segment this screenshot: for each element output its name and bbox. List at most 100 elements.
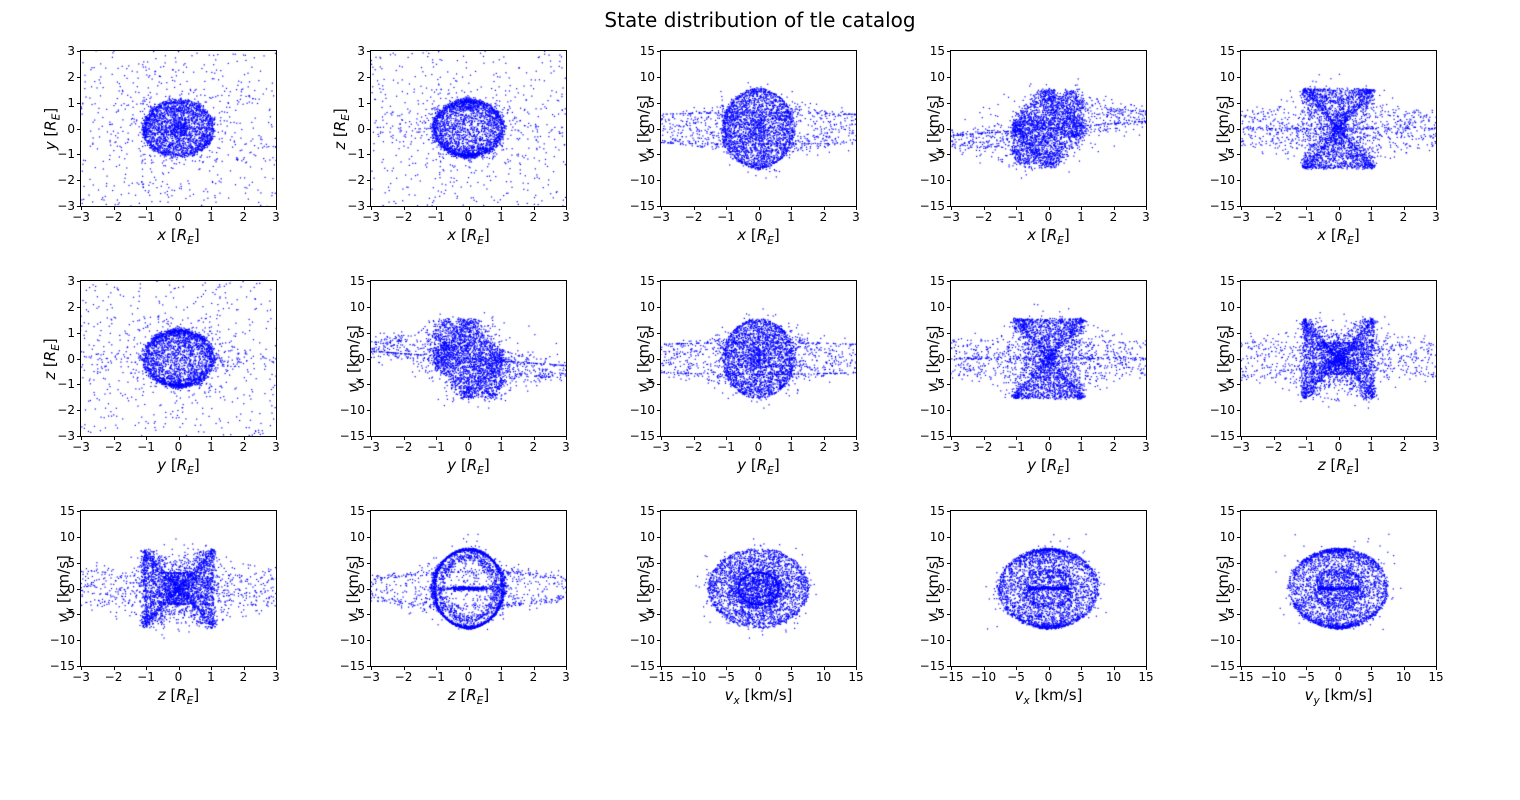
xtick-label: 0 [175,206,183,224]
ytick-label: −3 [57,199,81,213]
xtick-label: −2 [1265,206,1283,224]
subplot-y-vz: −3−2−10123−15−10−5051015y [RE]vz [km/s] [950,280,1147,437]
ytick-label: −2 [57,403,81,417]
xtick-label: −2 [975,436,993,454]
xtick-label: 2 [820,206,828,224]
xtick-label: −1 [427,666,445,684]
ytick-label: 0 [67,122,81,136]
ytick-label: −3 [57,429,81,443]
ytick-label: −10 [630,403,661,417]
xtick-label: 10 [1396,666,1411,684]
ytick-label: −15 [630,659,661,673]
xtick-label: 5 [787,666,795,684]
xtick-label: −10 [971,666,996,684]
xtick-label: −2 [395,206,413,224]
xtick-label: −1 [1297,436,1315,454]
xtick-label: 0 [1045,666,1053,684]
scatter-canvas [371,511,566,666]
xlabel: y [RE] [1027,456,1069,477]
scatter-canvas [1241,281,1436,436]
ylabel: z [RE] [41,338,62,379]
xtick-label: −2 [105,206,123,224]
xlabel: x [RE] [447,226,489,247]
xtick-label: 0 [465,206,473,224]
xlabel: y [RE] [447,456,489,477]
xtick-label: −2 [395,666,413,684]
ytick-label: 10 [930,300,951,314]
ytick-label: 10 [640,70,661,84]
xtick-label: 10 [1106,666,1121,684]
xtick-label: −2 [1265,436,1283,454]
xtick-label: 1 [207,436,215,454]
xtick-label: 3 [272,436,280,454]
ytick-label: 15 [930,274,951,288]
ylabel: vy [km/s] [54,555,75,623]
xtick-label: −5 [717,666,735,684]
ytick-label: −10 [630,173,661,187]
ylabel: vy [km/s] [924,95,945,163]
subplot-vx-vz: −15−10−5051015−15−10−5051015vx [km/s]vz … [950,510,1147,667]
xtick-label: 0 [175,436,183,454]
xtick-label: 3 [852,436,860,454]
ytick-label: −15 [1210,429,1241,443]
ytick-label: −10 [50,633,81,647]
ytick-label: 15 [640,44,661,58]
ytick-label: 10 [1220,70,1241,84]
xtick-label: 1 [497,436,505,454]
xtick-label: 1 [497,206,505,224]
ylabel: z [RE] [331,108,352,149]
scatter-canvas [951,511,1146,666]
xtick-label: 3 [272,206,280,224]
ytick-label: 3 [357,44,371,58]
subplot-y-z: −3−2−10123−3−2−10123y [RE]z [RE] [80,280,277,437]
figure: State distribution of tle catalog −3−2−1… [0,0,1520,800]
ytick-label: −15 [1210,659,1241,673]
xtick-label: 1 [787,436,795,454]
xtick-label: −1 [137,666,155,684]
subplot-vx-vy: −15−10−5051015−15−10−5051015vx [km/s]vy … [660,510,857,667]
ytick-label: 15 [60,504,81,518]
ylabel: vx [km/s] [344,325,365,393]
xtick-label: 3 [852,206,860,224]
xlabel: z [RE] [448,686,489,707]
xtick-label: 1 [497,666,505,684]
scatter-canvas [951,281,1146,436]
ytick-label: −15 [340,429,371,443]
xtick-label: 0 [1335,666,1343,684]
ytick-label: 0 [67,352,81,366]
xtick-label: 15 [1138,666,1153,684]
ytick-label: −10 [920,403,951,417]
ytick-label: 15 [640,504,661,518]
xtick-label: 1 [1077,206,1085,224]
xtick-label: 2 [820,436,828,454]
scatter-canvas [661,281,856,436]
xtick-label: 0 [755,436,763,454]
scatter-canvas [371,51,566,206]
xtick-label: −2 [685,436,703,454]
ytick-label: 10 [350,530,371,544]
ytick-label: 2 [67,300,81,314]
xtick-label: 15 [848,666,863,684]
ylabel: vz [km/s] [1214,95,1235,162]
ytick-label: 10 [640,530,661,544]
xtick-label: −1 [717,436,735,454]
ytick-label: 3 [67,274,81,288]
ytick-label: −10 [1210,173,1241,187]
xtick-label: −2 [105,666,123,684]
xtick-label: 3 [562,206,570,224]
ytick-label: −10 [340,633,371,647]
ytick-label: −10 [340,403,371,417]
ylabel: vz [km/s] [344,555,365,622]
xlabel: x [RE] [737,226,779,247]
xtick-label: −2 [105,436,123,454]
ytick-label: 15 [350,274,371,288]
subplot-y-vx: −3−2−10123−15−10−5051015y [RE]vx [km/s] [370,280,567,437]
xtick-label: 0 [1335,436,1343,454]
xtick-label: 1 [207,206,215,224]
xtick-label: 10 [816,666,831,684]
xtick-label: 2 [530,666,538,684]
xtick-label: −10 [681,666,706,684]
ytick-label: 15 [1220,44,1241,58]
xtick-label: 2 [240,206,248,224]
ytick-label: 0 [357,122,371,136]
